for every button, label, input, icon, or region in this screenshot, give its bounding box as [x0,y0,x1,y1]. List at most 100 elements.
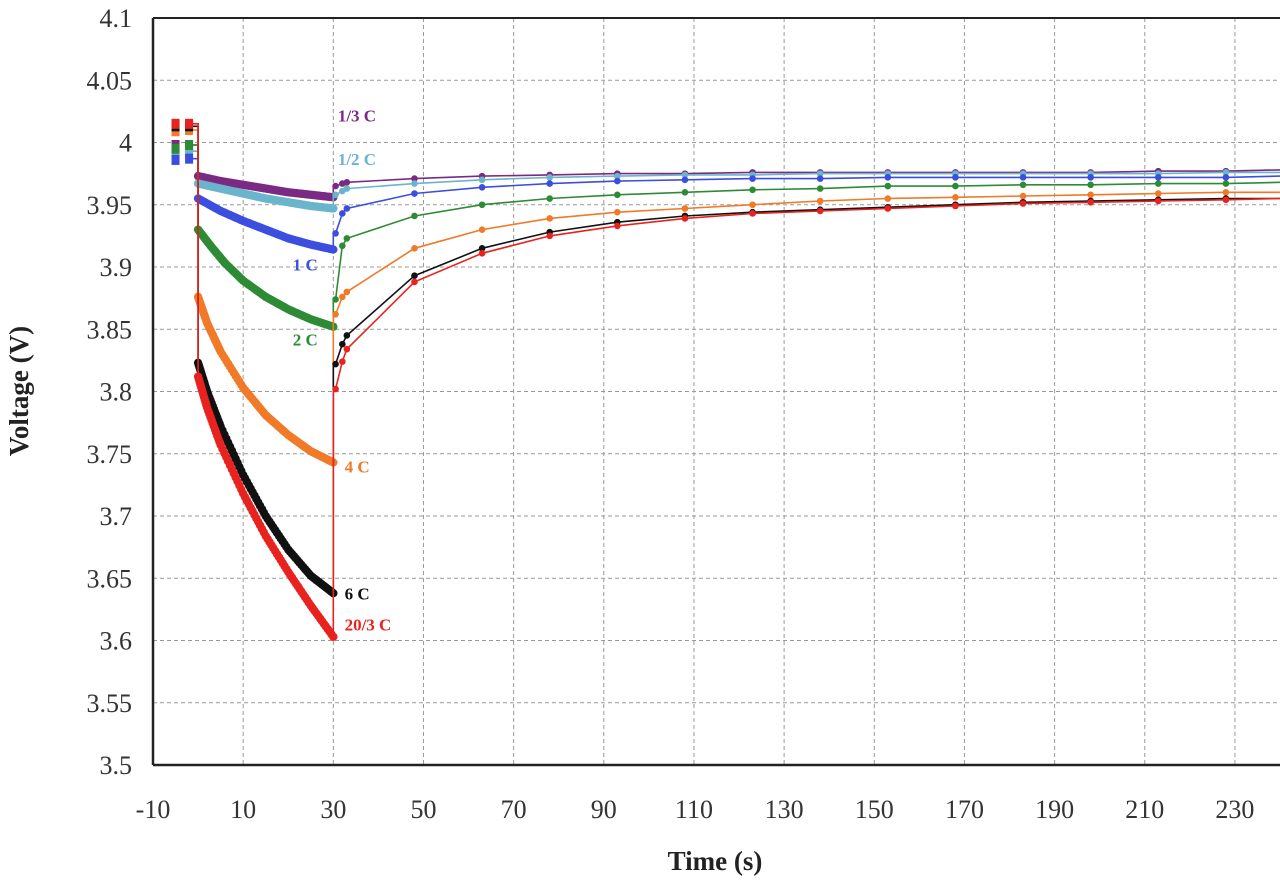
data-point [332,360,339,368]
x-axis-title: Time (s) [668,846,763,876]
data-point [614,222,621,230]
data-point [411,180,418,187]
data-point [681,176,689,184]
data-point [546,232,554,240]
series-1-c [171,153,1280,254]
data-point [339,293,346,301]
data-point [884,205,892,212]
data-point [749,175,756,182]
data-point [816,185,824,192]
x-tick-label: 150 [855,795,894,824]
x-tick-label: 170 [945,795,984,824]
x-tick-label: 70 [501,795,527,824]
data-point [1019,181,1027,189]
data-point [343,345,351,353]
x-tick-labels: -10 10 30 50 70 90 110 130 150 170 190 210 230 [136,795,1255,824]
y-tick-label: 3.95 [87,191,133,220]
data-point [478,226,486,233]
data-point [411,272,418,280]
data-point [339,210,346,217]
data-point [1019,192,1027,200]
data-point [1019,200,1027,207]
x-tick-label: 10 [230,795,256,824]
data-point [332,191,339,199]
data-point [343,179,351,186]
data-point [171,143,180,154]
data-point [1087,198,1094,206]
data-point [343,205,351,212]
y-tick-label: 3.7 [100,502,133,531]
series-label: 20/3 C [345,616,392,635]
x-tick-label: 210 [1125,795,1164,824]
data-point [411,190,418,197]
data-point [185,118,194,129]
data-point [952,193,959,201]
data-point [1222,180,1230,187]
data-point [1222,169,1230,176]
data-point [478,250,486,257]
data-point [681,189,689,196]
data-point [478,176,486,184]
data-point [1154,190,1162,197]
data-point [185,146,194,157]
y-tick-label: 3.55 [87,689,133,718]
series-20-3-c [171,118,1280,641]
data-point [343,235,351,242]
data-point [952,182,959,190]
data-point [884,174,892,181]
data-point [681,205,689,212]
data-point [171,154,180,165]
data-point [749,201,756,209]
data-point [339,340,346,348]
data-point [1087,181,1094,189]
series-label: 6 C [345,584,370,603]
data-point [185,153,194,164]
data-point [185,139,194,150]
data-point [1154,180,1162,187]
data-point [816,170,824,177]
y-tick-label: 4 [119,129,132,158]
data-point [343,185,351,192]
data-point [411,212,418,220]
data-point [1222,189,1230,196]
series-layer [171,118,1280,641]
x-tick-label: 90 [591,795,617,824]
data-point [681,171,689,179]
y-tick-label: 3.75 [87,440,133,469]
data-point [816,175,824,182]
x-tick-label: -10 [136,795,171,824]
y-tick-label: 3.5 [100,751,133,780]
data-point [171,118,180,129]
data-point [411,245,418,252]
data-point [952,202,959,210]
data-point [1222,196,1230,204]
series-label: 1 C [293,256,318,275]
y-axis-title: Voltage (V) [4,326,34,456]
data-point [546,195,554,202]
data-point [546,174,554,181]
data-point [332,296,339,303]
data-point [1087,174,1094,181]
data-point [749,210,756,217]
data-point [614,172,621,180]
x-tick-label: 110 [675,795,713,824]
data-point [952,174,959,181]
data-point [884,195,892,202]
series-1-2-c [171,146,1280,213]
data-point [1019,174,1027,181]
data-point [343,288,351,296]
x-tick-label: 130 [765,795,804,824]
data-point [332,230,339,237]
data-point [614,191,621,199]
axes [151,17,1280,767]
data-point [1154,174,1162,181]
series-1-3-c [171,139,1280,202]
y-tick-label: 3.85 [87,315,133,344]
data-point [343,332,351,339]
y-tick-label: 3.8 [100,378,133,407]
x-tick-label: 30 [320,795,346,824]
data-point [1154,197,1162,205]
series-label: 4 C [345,457,370,476]
y-tick-labels: 3.5 3.55 3.6 3.65 3.7 3.75 3.8 3.85 3.9 3.95 4 4.05… [87,4,133,780]
